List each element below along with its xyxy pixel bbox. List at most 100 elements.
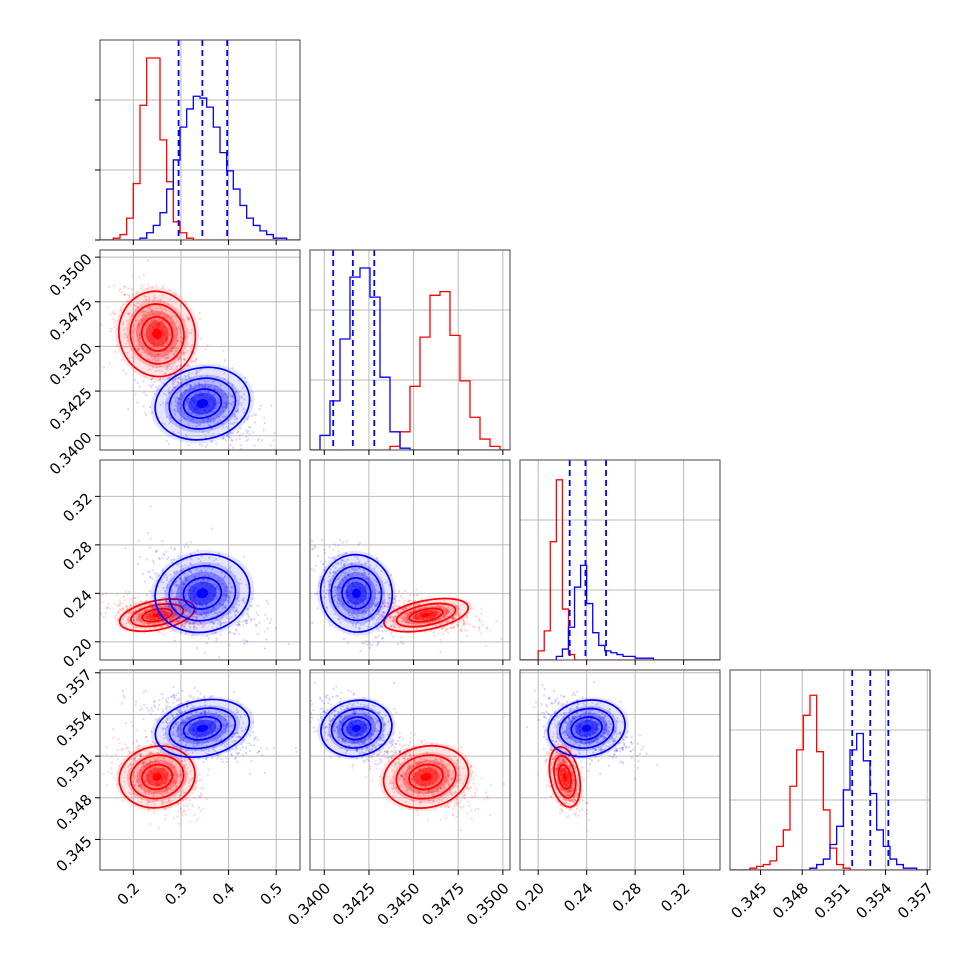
x-tick-label-0-2: 0.4 <box>209 879 239 909</box>
y-tick-label-3-4: 0.357 <box>53 666 96 709</box>
contour-1-2-0-2 <box>182 576 223 610</box>
contour-1-1-0-1 <box>168 377 237 430</box>
x-tick-label-2-0: 0.20 <box>512 879 548 915</box>
density-level-1-2-1-4 <box>351 588 361 599</box>
panel-3-3 <box>729 669 931 875</box>
contour-0-2-1-2 <box>408 607 444 623</box>
contour-0-3-1-0 <box>382 744 470 809</box>
contour-1-1-0-2 <box>182 388 223 419</box>
contour-1-3-1-2 <box>341 716 372 741</box>
x-tick-label-0-1: 0.3 <box>161 879 191 909</box>
panel-frame <box>309 669 511 871</box>
contour-1-1-0-0 <box>154 366 251 441</box>
panel-frame <box>99 39 301 241</box>
panel-0-0 <box>95 39 301 245</box>
scatter-0-1-0 <box>100 259 225 414</box>
histogram-red-0 <box>100 57 300 240</box>
panel-1-0 <box>95 249 301 455</box>
contour-0-3-1-1 <box>395 754 457 800</box>
panel-2-0 <box>95 459 301 665</box>
contour-1-2-0-1 <box>168 565 237 622</box>
contour-0-3-0-0 <box>118 745 196 809</box>
x-tick-label-1-1: 0.3425 <box>329 879 379 929</box>
y-tick-label-1-1: 0.3425 <box>46 384 96 434</box>
density-level-0-1-0-4 <box>152 328 162 340</box>
contour-1-3-2-0 <box>547 699 626 758</box>
panel-2-1 <box>309 459 511 665</box>
y-tick-label-3-3: 0.354 <box>53 707 96 750</box>
y-tick-label-3-2: 0.351 <box>53 749 96 792</box>
panel-frame <box>309 249 511 451</box>
x-tick-label-1-0: 0.3400 <box>284 879 334 929</box>
y-tick-label-2-0: 0.20 <box>59 635 95 671</box>
x-tick-label-2-1: 0.24 <box>560 879 596 915</box>
density-level-1-3-1-4 <box>351 724 361 732</box>
contour-0-3-2-1 <box>553 755 577 799</box>
histogram-blue-0 <box>100 95 300 240</box>
x-tick-label-3-2: 0.351 <box>811 879 854 922</box>
panel-1-1 <box>309 249 511 455</box>
histogram-blue-1 <box>310 267 510 450</box>
panel-3-2 <box>519 669 721 875</box>
contour-1-2-1-2 <box>341 577 372 610</box>
x-tick-label-1-3: 0.3475 <box>418 879 468 929</box>
contour-0-2-0-1 <box>130 603 185 628</box>
contour-1-3-0-2 <box>182 715 223 741</box>
contour-0-1-0-1 <box>129 303 185 365</box>
y-tick-label-1-4: 0.3500 <box>46 250 96 300</box>
histogram-red-2 <box>520 479 720 660</box>
panel-frame <box>519 459 721 661</box>
panel-frame <box>99 459 301 661</box>
contour-1-3-2-1 <box>558 707 615 749</box>
y-tick-label-1-3: 0.3475 <box>46 295 96 345</box>
contour-1-3-0-0 <box>154 698 251 758</box>
panel-frame <box>729 669 931 871</box>
histogram-red-1 <box>310 291 510 450</box>
density-level-1-3-2-4 <box>581 724 592 732</box>
contour-0-1-0-0 <box>118 290 197 378</box>
panel-frame <box>99 669 301 871</box>
x-tick-label-1-4: 0.3500 <box>463 879 513 929</box>
contour-0-3-2-2 <box>557 764 572 790</box>
density-level-1-2-0-4 <box>196 588 209 599</box>
contour-0-3-0-2 <box>141 763 174 791</box>
x-tick-label-3-1: 0.348 <box>769 879 812 922</box>
panel-2-2 <box>519 459 721 665</box>
histogram-blue-3 <box>730 732 930 870</box>
y-tick-label-2-1: 0.24 <box>59 586 95 622</box>
y-tick-label-3-0: 0.345 <box>53 832 96 875</box>
x-tick-label-2-3: 0.32 <box>657 879 693 915</box>
contour-1-2-0-0 <box>154 553 251 634</box>
y-tick-label-2-3: 0.32 <box>59 489 95 525</box>
density-level-0-3-2-4 <box>562 773 567 781</box>
panel-3-0 <box>95 669 301 875</box>
contour-0-1-0-2 <box>140 316 174 352</box>
histogram-red-3 <box>730 694 930 870</box>
contour-1-3-0-1 <box>168 707 237 750</box>
y-tick-label-3-1: 0.348 <box>53 791 96 834</box>
y-tick-label-1-0: 0.3400 <box>46 429 96 479</box>
y-tick-label-1-2: 0.3450 <box>46 339 96 389</box>
x-tick-label-0-0: 0.2 <box>114 879 144 909</box>
density-level-0-3-1-4 <box>420 773 432 781</box>
contour-0-2-1-1 <box>395 602 457 628</box>
x-tick-label-0-3: 0.5 <box>256 879 286 909</box>
y-tick-label-2-2: 0.28 <box>59 538 95 574</box>
contour-1-3-1-1 <box>330 707 383 749</box>
x-tick-label-3-3: 0.354 <box>852 879 895 922</box>
density-level-1-3-0-4 <box>196 724 209 732</box>
x-tick-label-3-4: 0.357 <box>894 879 937 922</box>
panel-3-1 <box>309 669 511 875</box>
contour-0-2-0-2 <box>141 607 173 623</box>
contour-0-3-2-0 <box>548 745 582 808</box>
density-level-0-3-0-4 <box>152 773 162 781</box>
contour-0-3-1-2 <box>408 763 444 791</box>
panel-frame <box>309 459 511 661</box>
contour-1-3-2-2 <box>570 716 603 741</box>
density-level-1-1-0-4 <box>196 399 209 409</box>
density-level-0-2-1-4 <box>420 613 432 618</box>
panel-frame <box>99 249 301 451</box>
contour-1-2-1-0 <box>319 553 394 633</box>
x-tick-label-2-2: 0.28 <box>609 879 645 915</box>
